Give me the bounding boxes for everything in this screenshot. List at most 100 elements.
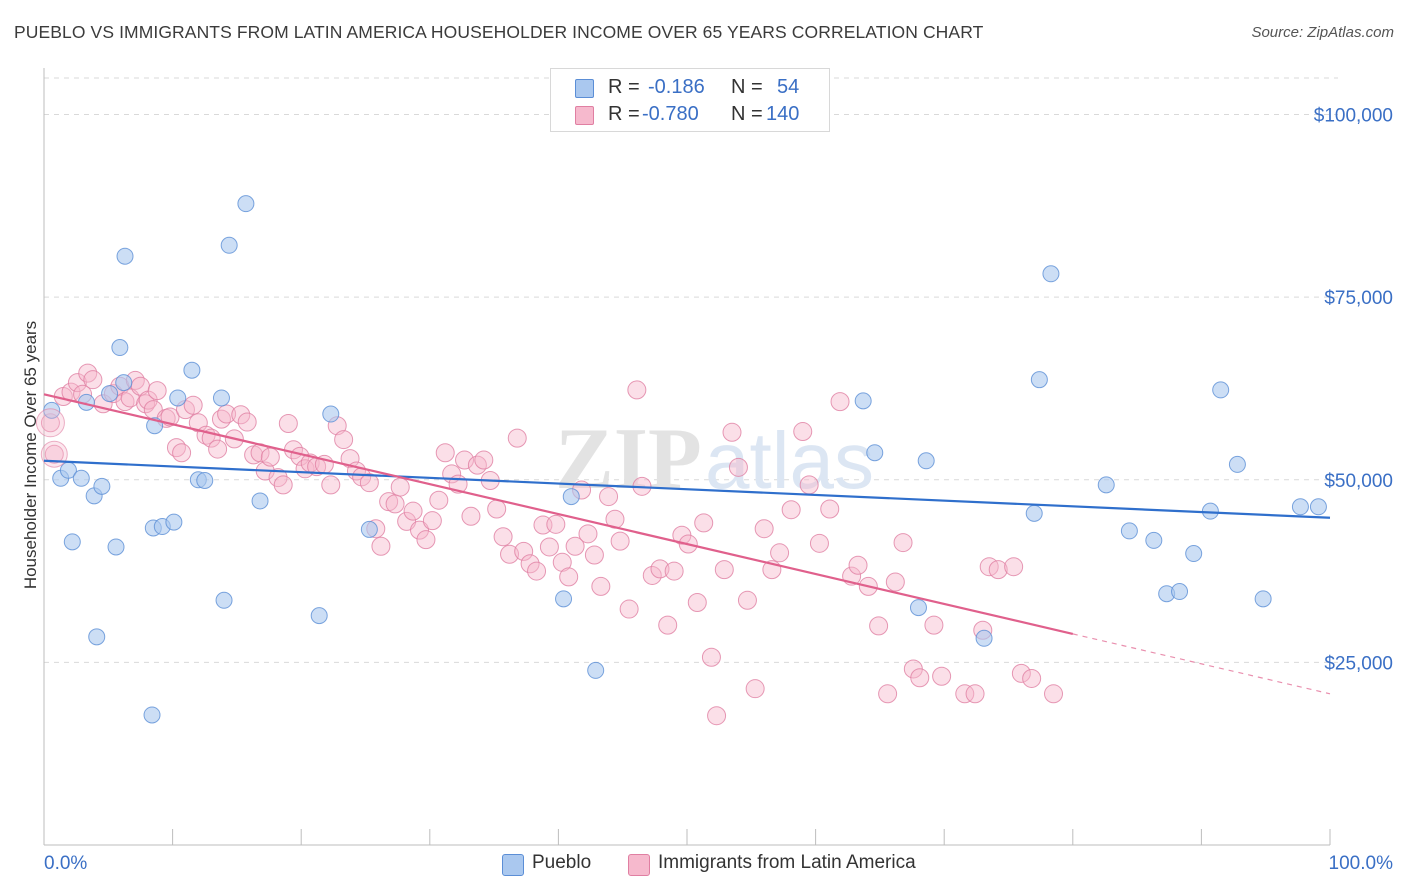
immigrant-point (231, 405, 251, 425)
trend-lines (43, 393, 1331, 695)
immigrant-point (793, 422, 813, 442)
pueblo-point (1145, 531, 1163, 549)
immigrant-point (211, 409, 231, 429)
pueblo-point (1097, 476, 1115, 494)
immigrant-point (371, 536, 391, 556)
immigrant-point (664, 561, 684, 581)
pueblo-point (169, 389, 187, 407)
immigrant-point (1044, 684, 1064, 704)
pueblo-point (562, 488, 580, 506)
immigrant-point (745, 679, 765, 699)
y-tick-labels: $25,000 $50,000 $75,000 $100,000 (1314, 106, 1393, 675)
immigrant-point (820, 499, 840, 519)
pueblo-point (196, 471, 214, 489)
immigrant-point (878, 684, 898, 704)
legend-r-label: R = (608, 103, 640, 125)
immigrant-point (578, 524, 598, 544)
immigrant-point (584, 545, 604, 565)
immigrant-point (694, 513, 714, 533)
pueblo-point (220, 236, 238, 254)
pueblo-point (116, 247, 134, 265)
immigrant-point (507, 428, 527, 448)
immigrant-point (474, 450, 494, 470)
x-tick-label: 100.0% (1329, 853, 1394, 874)
watermark: ZIP atlas (555, 411, 874, 508)
immigrant-point (591, 576, 611, 596)
pueblo-point (1042, 265, 1060, 283)
y-tick-label: $25,000 (1324, 653, 1393, 674)
legend-swatch-blue (575, 79, 594, 98)
pueblo-point (1120, 522, 1138, 540)
immigrant-point (208, 439, 228, 459)
immigrant-point (754, 519, 774, 539)
immigrant-point (467, 455, 487, 475)
immigrant-point (932, 666, 952, 686)
immigrant-point (520, 554, 540, 574)
immigrant-point (650, 559, 670, 579)
chart-title: PUEBLO VS IMMIGRANTS FROM LATIN AMERICA … (14, 22, 984, 42)
pueblo-point (63, 533, 81, 551)
pueblo-point (1254, 590, 1272, 608)
immigrant-point (461, 506, 481, 526)
immigrant-point (416, 530, 436, 550)
immigrant-point (183, 395, 203, 415)
bottom-legend-label: Pueblo (532, 852, 592, 873)
immigrant-point (1011, 663, 1031, 683)
legend-row-immigrants: R = -0.780 N = 140 (551, 100, 829, 128)
pueblo-point (101, 385, 119, 403)
immigrant-point (422, 511, 442, 531)
legend-r-label: R = (608, 76, 640, 98)
immigrant-point (714, 560, 734, 580)
immigrant-point (988, 560, 1008, 580)
immigrant-point (893, 533, 913, 553)
immigrant-trend-line-extrapolated (1072, 633, 1331, 695)
series-points (35, 195, 1327, 726)
immigrant-point (728, 457, 748, 477)
y-tick-label: $75,000 (1324, 288, 1393, 309)
immigrant-point (410, 520, 430, 540)
immigrant-point (429, 490, 449, 510)
pueblo-point (212, 389, 230, 407)
pueblo-point (1291, 498, 1309, 516)
legend-r-value: -0.780 (642, 103, 699, 125)
pueblo-point (111, 339, 129, 357)
immigrant-point (78, 363, 98, 383)
pueblo-point (360, 520, 378, 538)
legend-n-value: 54 (777, 76, 800, 98)
pueblo-point (917, 452, 935, 470)
watermark-zip: ZIP (555, 411, 702, 508)
pueblo-point (183, 361, 201, 379)
immigrant-point (237, 412, 257, 432)
immigrant-point (737, 590, 757, 610)
immigrant-point (487, 499, 507, 519)
immigrant-point (924, 615, 944, 635)
pueblo-point (1309, 498, 1327, 516)
pueblo-point (1228, 455, 1246, 473)
immigrant-point (217, 404, 237, 424)
immigrant-point (278, 414, 298, 434)
source-note: Source: ZipAtlas.com (1251, 24, 1394, 41)
immigrant-point (599, 487, 619, 507)
pueblo-point (854, 392, 872, 410)
immigrant-point (1022, 668, 1042, 688)
pueblo-point (1171, 583, 1189, 601)
pueblo-point (1025, 504, 1043, 522)
legend-r-value: -0.186 (648, 76, 705, 98)
pueblo-point (251, 492, 269, 510)
legend-n-value: 140 (766, 103, 800, 125)
immigrant-point (403, 501, 423, 521)
immigrant-point (781, 500, 801, 520)
immigrant-point (1004, 557, 1024, 577)
immigrant-point (658, 615, 678, 635)
immigrant-point (885, 572, 905, 592)
pueblo-point (237, 195, 255, 213)
pueblo-point (1212, 381, 1230, 399)
bottom-swatch-pink (628, 854, 650, 876)
pueblo-point (1030, 371, 1048, 389)
pueblo-point (310, 607, 328, 625)
pueblo-point (215, 591, 233, 609)
legend-row-pueblo: R = -0.186 N = 54 (551, 73, 829, 101)
immigrant-point-large (35, 408, 65, 438)
immigrant-point (359, 473, 379, 493)
